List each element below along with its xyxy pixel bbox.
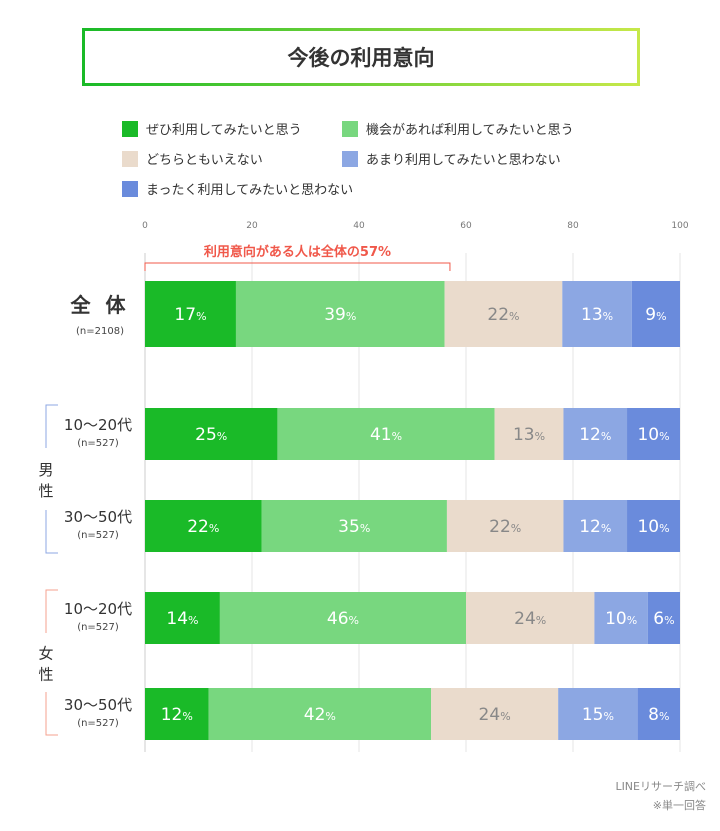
data-label: 12% [579, 517, 611, 537]
data-label: 41% [370, 425, 402, 445]
data-label: 24% [514, 609, 546, 629]
legend-item: 機会があれば利用してみたいと思う [342, 119, 574, 138]
legend-swatch [342, 150, 358, 167]
legend-item: どちらともいえない [122, 149, 263, 168]
legend-swatch [122, 120, 138, 137]
data-label: 15% [582, 705, 614, 725]
bar-segment [562, 281, 632, 347]
bar-segment [627, 500, 680, 552]
data-label: 42% [304, 705, 336, 725]
group-label: 性 [38, 482, 53, 500]
x-tick-label: 20 [246, 221, 258, 231]
legend-label: どちらともいえない [146, 153, 263, 168]
bar-segment [145, 500, 262, 552]
data-label: 22% [487, 305, 519, 325]
legend-label: あまり利用してみたいと思わない [366, 153, 561, 168]
data-label: 10% [605, 609, 637, 629]
data-label: 22% [489, 517, 521, 537]
bar-segment [444, 281, 563, 347]
x-tick-label: 60 [460, 221, 472, 231]
bar-segment [145, 281, 236, 347]
bar-segment [647, 592, 680, 644]
legend-item: まったく利用してみたいと思わない [122, 179, 353, 198]
data-label: 24% [479, 705, 511, 725]
row-n-label: (n=527) [77, 530, 119, 541]
bar-segment [558, 688, 638, 740]
bar-segment [431, 688, 559, 740]
legend-label: 機会があれば利用してみたいと思う [366, 123, 574, 138]
row-n-label: (n=2108) [76, 326, 124, 337]
x-tick-label: 80 [567, 221, 579, 231]
data-label: 35% [338, 517, 370, 537]
data-label: 13% [581, 305, 613, 325]
row-label: 10〜20代 [64, 416, 132, 434]
row-label: 30〜50代 [64, 508, 132, 526]
data-label: 12% [579, 425, 611, 445]
group-label: 女 [38, 645, 53, 663]
bar-segment [261, 500, 447, 552]
answer-note: ※単一回答 [652, 799, 706, 812]
data-label: 17% [174, 305, 206, 325]
group-bracket [45, 589, 58, 633]
legend-item: ぜひ利用してみたいと思う [122, 119, 302, 138]
legend-swatch [122, 180, 138, 197]
group-bracket [45, 692, 58, 736]
bar-segment [145, 592, 220, 644]
data-label: 22% [187, 517, 219, 537]
legend-label: ぜひ利用してみたいと思う [146, 123, 302, 138]
data-label: 6% [653, 609, 674, 629]
group-label: 性 [38, 666, 53, 684]
legend-label: まったく利用してみたいと思わない [146, 183, 354, 198]
row-label: 30〜50代 [64, 696, 132, 714]
data-label: 25% [195, 425, 227, 445]
annotation-bracket [144, 262, 451, 271]
legend-swatch [122, 150, 138, 167]
bar-segment [466, 592, 595, 644]
x-tick-label: 100 [671, 221, 688, 231]
row-n-label: (n=527) [77, 438, 119, 449]
source-note: LINEリサーチ調べ [615, 780, 706, 793]
annotation-text: 利用意向がある人は全体の57% [204, 244, 391, 260]
chart-title: 今後の利用意向 [82, 28, 640, 86]
bar-segment [277, 408, 495, 460]
data-label: 46% [327, 609, 359, 629]
group-bracket [45, 510, 58, 554]
row-label: 全 体 [70, 293, 130, 317]
data-label: 13% [513, 425, 545, 445]
bar-segment [627, 408, 680, 460]
bar-segment [594, 592, 648, 644]
bar-segment [219, 592, 466, 644]
bar-segment [208, 688, 432, 740]
bar-segment [145, 688, 209, 740]
bar-segment [446, 500, 564, 552]
bar-segment [235, 281, 445, 347]
bar-segment [563, 500, 628, 552]
row-label: 10〜20代 [64, 600, 132, 618]
x-tick-label: 0 [142, 221, 148, 231]
bar-segment [145, 408, 278, 460]
data-label: 9% [645, 305, 666, 325]
data-label: 8% [648, 705, 669, 725]
group-bracket [45, 404, 58, 448]
data-label: 14% [166, 609, 198, 629]
row-n-label: (n=527) [77, 622, 119, 633]
legend-swatch [342, 120, 358, 137]
data-label: 39% [324, 305, 356, 325]
row-n-label: (n=527) [77, 718, 119, 729]
group-label: 男 [38, 461, 53, 479]
data-label: 12% [161, 705, 193, 725]
data-label: 10% [637, 425, 669, 445]
bar-segment [494, 408, 564, 460]
data-label: 10% [637, 517, 669, 537]
legend-item: あまり利用してみたいと思わない [342, 149, 561, 168]
x-tick-label: 40 [353, 221, 365, 231]
bar-segment [637, 688, 680, 740]
bar-segment [563, 408, 628, 460]
bar-segment [631, 281, 680, 347]
